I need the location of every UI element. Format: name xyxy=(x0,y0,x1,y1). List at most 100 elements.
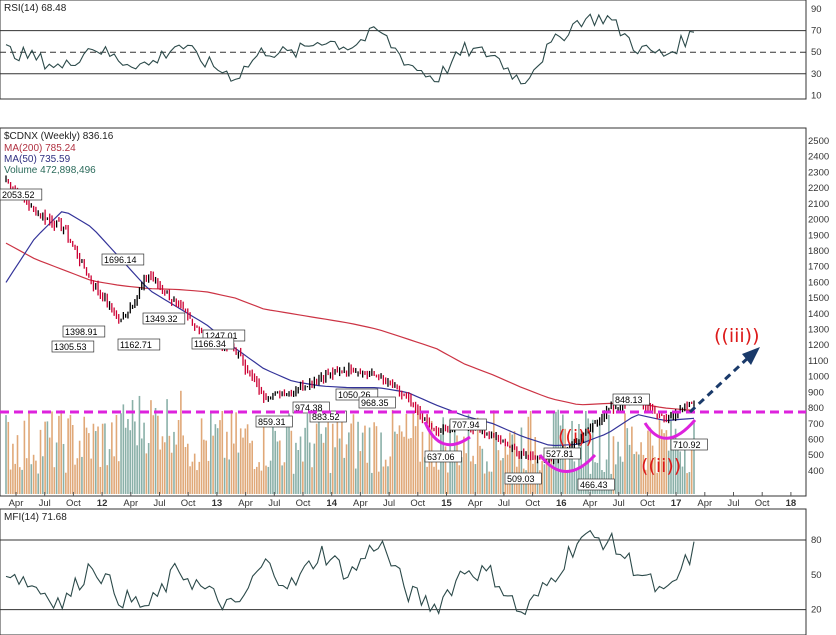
price-y-tick: 700 xyxy=(808,419,824,430)
x-tick-label: Apr xyxy=(123,498,138,509)
price-y-tick: 1800 xyxy=(808,246,829,257)
x-tick-label: Apr xyxy=(238,498,253,509)
mfi-y-tick: 50 xyxy=(811,570,822,581)
rsi-y-tick: 50 xyxy=(811,47,822,58)
annotation-label: 974.38 xyxy=(295,403,323,413)
ma50-legend: MA(50) 735.59 xyxy=(4,154,71,165)
annotation-box xyxy=(577,478,615,491)
mfi-y-tick: 80 xyxy=(811,535,822,546)
annotation-label: 1162.71 xyxy=(120,340,152,350)
annotation-box xyxy=(255,415,293,428)
price-annotations: 2053.52 1696.14 1398.91 1305.53 1349.32 1247.… xyxy=(0,188,708,491)
wave-iii-label: ((iii)) xyxy=(714,325,760,347)
annotation-label: 883.52 xyxy=(312,412,340,422)
x-tick-label: Apr xyxy=(468,498,483,509)
wave-i-label: ((i)) xyxy=(558,426,593,448)
x-tick-label: Jul xyxy=(268,498,280,509)
x-tick-label: 12 xyxy=(97,498,108,509)
price-y-tick: 1700 xyxy=(808,262,829,273)
price-y-tick: 1900 xyxy=(808,230,829,241)
annotation-label: 1349.32 xyxy=(145,314,178,324)
price-y-tick: 2200 xyxy=(808,183,829,194)
y-axis-ticks: 90 70 50 30 10 2500 2400 2300 2200 2100 2000 1900 18… xyxy=(808,4,829,616)
price-y-tick: 1400 xyxy=(808,309,829,320)
annotation-box xyxy=(670,438,708,451)
annotation-box xyxy=(191,337,235,350)
x-tick-label: Oct xyxy=(296,498,311,509)
annotation-box xyxy=(335,388,379,401)
price-y-tick: 400 xyxy=(808,466,824,477)
price-y-tick: 800 xyxy=(808,403,824,414)
annotation-box xyxy=(358,396,396,409)
x-tick-label: Apr xyxy=(353,498,368,509)
x-tick-label: 16 xyxy=(556,498,567,509)
mfi-title: MFI(14) 71.68 xyxy=(4,512,67,523)
price-y-tick: 1200 xyxy=(808,340,829,351)
x-tick-label: Jul xyxy=(39,498,51,509)
price-y-tick: 1600 xyxy=(808,277,829,288)
x-tick-label: Oct xyxy=(525,498,540,509)
annotation-box xyxy=(101,253,145,266)
price-y-tick: 1100 xyxy=(808,356,828,367)
rsi-panel-frame xyxy=(0,0,807,100)
wave-ii-label: ((ii)) xyxy=(641,455,681,477)
ma200-legend: MA(200) 785.24 xyxy=(4,143,76,154)
price-y-tick: 2000 xyxy=(808,215,829,226)
annotation-label: 466.43 xyxy=(580,480,608,490)
annotation-label: 848.13 xyxy=(615,395,643,405)
price-y-tick: 600 xyxy=(808,434,824,445)
volume-legend: Volume 472,898,496 xyxy=(4,165,96,176)
rsi-y-tick: 90 xyxy=(811,4,822,15)
rsi-y-tick: 70 xyxy=(811,26,822,37)
annotation-box xyxy=(449,418,487,431)
annotation-label: 1696.14 xyxy=(104,255,137,265)
rsi-title: RSI(14) 68.48 xyxy=(4,3,67,14)
rsi-layer xyxy=(0,13,806,85)
price-y-tick: 2100 xyxy=(808,199,829,210)
projection-arrow xyxy=(688,354,752,414)
mfi-panel-frame xyxy=(0,508,807,635)
annotation-label: 527.81 xyxy=(546,449,574,459)
x-tick-label: 14 xyxy=(326,498,337,509)
annotation-label: 710.92 xyxy=(673,440,701,450)
rsi-line xyxy=(5,13,695,85)
x-tick-label: Jul xyxy=(383,498,395,509)
rsi-y-tick: 10 xyxy=(811,90,822,101)
x-tick-label: Jul xyxy=(613,498,625,509)
price-y-tick: 900 xyxy=(808,387,824,398)
mfi-y-tick: 20 xyxy=(811,605,822,616)
price-y-tick: 1300 xyxy=(808,325,829,336)
x-tick-label: Oct xyxy=(755,498,770,509)
annotation-label: 968.35 xyxy=(361,398,389,408)
arc-2015 xyxy=(423,421,471,447)
x-tick-label: Apr xyxy=(583,498,598,509)
annotation-label: 509.03 xyxy=(507,474,535,484)
x-tick-label: Apr xyxy=(697,498,712,509)
price-y-tick: 500 xyxy=(808,450,824,461)
annotation-box xyxy=(62,325,106,338)
mfi-layer xyxy=(0,529,806,616)
annotation-label: 1305.53 xyxy=(54,342,87,352)
annotation-label: 637.06 xyxy=(427,452,455,462)
x-axis-ticks: Apr Jul Oct 12 Apr Jul Oct 13 Apr Jul Oct 14 Apr Jul O… xyxy=(9,492,797,509)
arc-2017 xyxy=(643,419,697,440)
annotation-box xyxy=(117,338,161,351)
x-tick-label: 13 xyxy=(212,498,223,509)
annotation-label: 2053.52 xyxy=(2,190,35,200)
x-tick-label: 18 xyxy=(786,498,797,509)
x-tick-label: Oct xyxy=(640,498,655,509)
arc-2016 xyxy=(538,453,597,473)
price-y-tick: 1000 xyxy=(808,372,829,383)
price-y-tick: 2400 xyxy=(808,152,829,163)
annotation-box xyxy=(424,450,462,463)
x-tick-label: Jul xyxy=(727,498,739,509)
annotation-box xyxy=(0,188,43,201)
annotation-label: 1247.01 xyxy=(205,331,238,341)
x-tick-label: Jul xyxy=(153,498,165,509)
x-tick-label: Jul xyxy=(498,498,510,509)
x-tick-label: 15 xyxy=(441,498,452,509)
rsi-y-tick: 30 xyxy=(811,69,822,80)
x-tick-label: 17 xyxy=(671,498,682,509)
price-y-tick: 1500 xyxy=(808,293,829,304)
